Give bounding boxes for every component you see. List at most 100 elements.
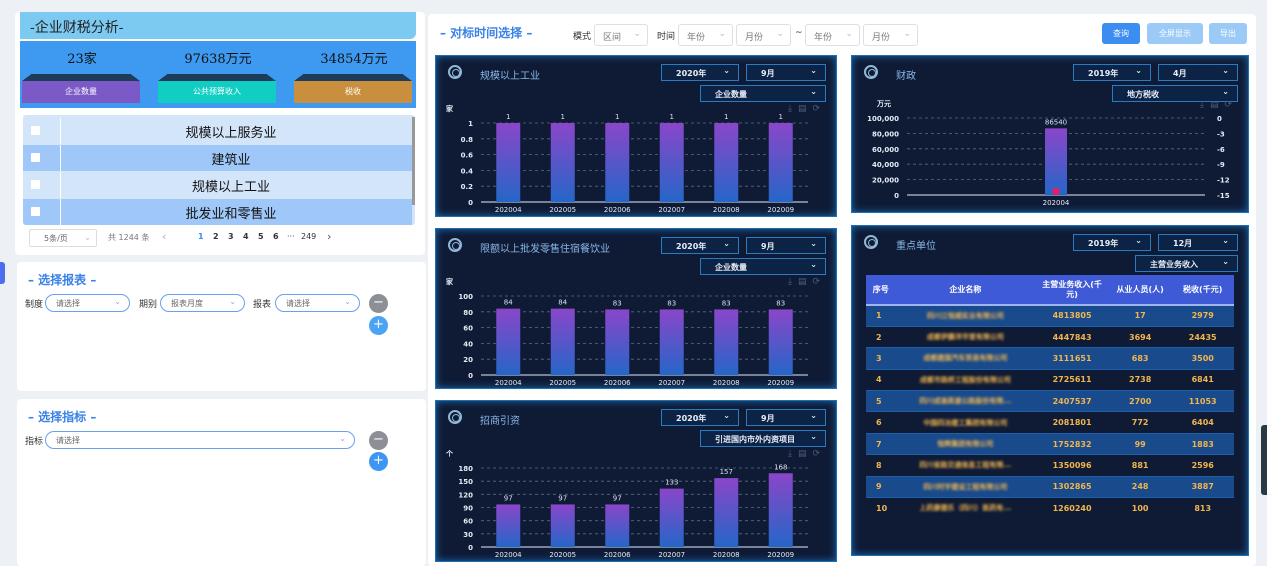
add-button[interactable]: +: [369, 452, 388, 471]
remove-button[interactable]: −: [369, 294, 388, 313]
bar[interactable]: [496, 123, 521, 202]
table-row[interactable]: 5 四川成渝高速公路股份有限... 2407537 2700 11053: [866, 390, 1234, 412]
bar[interactable]: [714, 123, 739, 202]
row-checkbox[interactable]: [31, 207, 40, 216]
data-view-icon[interactable]: ▤: [797, 449, 813, 459]
list-scrollbar[interactable]: [412, 117, 415, 205]
bar[interactable]: [659, 123, 684, 202]
bar[interactable]: [496, 308, 521, 375]
bar[interactable]: [550, 308, 575, 375]
data-view-icon[interactable]: ▤: [797, 277, 813, 287]
metric-select[interactable]: 企业数量 ⌄: [700, 258, 826, 275]
list-item[interactable]: 建筑业: [23, 145, 412, 171]
list-item[interactable]: 规模以上工业: [23, 172, 412, 198]
indicator-select[interactable]: 请选择 ⌄: [45, 431, 355, 449]
fullscreen-button[interactable]: 全屏显示: [1147, 23, 1203, 44]
page-number[interactable]: 2: [213, 232, 219, 241]
download-icon[interactable]: ⤓: [787, 449, 798, 459]
bar[interactable]: [605, 309, 630, 375]
list-item[interactable]: 批发业和零售业: [23, 199, 412, 225]
bar[interactable]: [714, 478, 739, 547]
side-handle[interactable]: [1261, 425, 1267, 495]
table-row[interactable]: 6 中国四冶建工集团有限公司 2081801 772 6404: [866, 411, 1234, 434]
month-select[interactable]: 9月 ⌄: [746, 409, 826, 426]
column-header[interactable]: 序号: [872, 284, 889, 294]
month-select[interactable]: 9月 ⌄: [746, 237, 826, 254]
table-row[interactable]: 8 四川省路交通信息工程有限... 1350096 881 2596: [866, 454, 1234, 477]
download-icon[interactable]: ⤓: [787, 104, 798, 114]
mode-select[interactable]: 区间 ⌄: [594, 24, 648, 46]
pagination-ellipsis[interactable]: ···: [287, 232, 295, 241]
row-checkbox[interactable]: [31, 153, 40, 162]
metric-select[interactable]: 地方税收 ⌄: [1112, 85, 1238, 102]
export-button[interactable]: 导出: [1209, 23, 1247, 44]
year-select[interactable]: 2020年 ⌄: [661, 64, 739, 81]
page-number[interactable]: 4: [243, 232, 249, 241]
bar[interactable]: [496, 504, 521, 547]
refresh-icon[interactable]: ⟳: [812, 104, 826, 114]
prev-page-button[interactable]: ‹: [162, 230, 167, 243]
table-row[interactable]: 7 恒辉集团有限公司 1752832 99 1883: [866, 433, 1234, 455]
data-view-icon[interactable]: ▤: [1209, 100, 1225, 110]
column-header[interactable]: 从业人员(人): [1116, 284, 1164, 294]
download-icon[interactable]: ⤓: [787, 277, 798, 287]
data-view-icon[interactable]: ▤: [797, 104, 813, 114]
metric-select[interactable]: 企业数量 ⌄: [700, 85, 826, 102]
column-header[interactable]: 税收(千元): [1183, 284, 1223, 294]
year-select[interactable]: 2020年 ⌄: [661, 409, 739, 426]
month-select[interactable]: 12月 ⌄: [1158, 234, 1238, 251]
bar[interactable]: [768, 473, 793, 547]
system-select[interactable]: 请选择 ⌄: [45, 294, 130, 312]
month-select[interactable]: 4月 ⌄: [1158, 64, 1238, 81]
bar[interactable]: [714, 309, 739, 375]
table-row[interactable]: 1 四川江恒威实业有限公司 4813805 17 2979: [866, 305, 1234, 327]
column-header[interactable]: 主营业务收入(千元): [1042, 279, 1102, 299]
start-month-select[interactable]: 月份 ⌄: [736, 24, 791, 46]
refresh-icon[interactable]: ⟳: [1224, 100, 1238, 110]
remove-button[interactable]: −: [369, 431, 388, 450]
year-select[interactable]: 2020年 ⌄: [661, 237, 739, 254]
end-year-select[interactable]: 年份 ⌄: [805, 24, 860, 46]
page-number[interactable]: 5: [258, 232, 264, 241]
bar[interactable]: [605, 504, 630, 547]
metric-select[interactable]: 主营业务收入 ⌄: [1135, 255, 1238, 272]
bar[interactable]: [550, 123, 575, 202]
query-button[interactable]: 查询: [1102, 23, 1140, 44]
bar[interactable]: [659, 488, 684, 547]
row-checkbox[interactable]: [31, 180, 40, 189]
row-checkbox[interactable]: [31, 126, 40, 135]
page-last[interactable]: 249: [301, 232, 317, 241]
table-row[interactable]: 4 成都市路桥工程股份有限公司 2725611 2738 6841: [866, 369, 1234, 391]
start-year-select[interactable]: 年份 ⌄: [678, 24, 733, 46]
bar[interactable]: [1045, 128, 1067, 195]
metric-select[interactable]: 引进国内市外内资项目 ⌄: [700, 430, 826, 447]
refresh-icon[interactable]: ⟳: [812, 277, 826, 287]
table-row[interactable]: 9 四川时宇建设工程有限公司 1302865 248 3887: [866, 476, 1234, 498]
bar[interactable]: [605, 123, 630, 202]
table-row[interactable]: 3 成都建国汽车贸易有限公司 3111651 683 3500: [866, 347, 1234, 370]
list-item[interactable]: 规模以上服务业: [23, 118, 412, 144]
next-page-button[interactable]: ›: [327, 230, 332, 243]
end-month-select[interactable]: 月份 ⌄: [863, 24, 918, 46]
download-icon[interactable]: ⤓: [1199, 100, 1210, 110]
page-number[interactable]: 3: [228, 232, 234, 241]
page-number[interactable]: 1: [198, 232, 204, 241]
column-header[interactable]: 企业名称: [949, 284, 982, 294]
page-size-select[interactable]: 5条/页 ⌄: [29, 229, 97, 247]
period-select[interactable]: 报表月度 ⌄: [160, 294, 245, 312]
bar[interactable]: [768, 309, 793, 375]
sidebar-toggle[interactable]: [0, 262, 5, 284]
month-select[interactable]: 9月 ⌄: [746, 64, 826, 81]
refresh-icon[interactable]: ⟳: [812, 449, 826, 459]
bar[interactable]: [768, 123, 793, 202]
bar[interactable]: [550, 504, 575, 547]
add-button[interactable]: +: [369, 316, 388, 335]
year-select[interactable]: 2019年 ⌄: [1073, 234, 1151, 251]
line-point[interactable]: [1052, 187, 1060, 195]
year-select[interactable]: 2019年 ⌄: [1073, 64, 1151, 81]
table-row[interactable]: 10 上药康德乐（四川）医药有... 1260240 100 813: [866, 497, 1234, 519]
table-row[interactable]: 2 成都伊藤洋华堂有限公司 4447843 3694 24435: [866, 326, 1234, 348]
page-number[interactable]: 6: [273, 232, 279, 241]
report-select[interactable]: 请选择 ⌄: [275, 294, 360, 312]
bar[interactable]: [659, 309, 684, 375]
